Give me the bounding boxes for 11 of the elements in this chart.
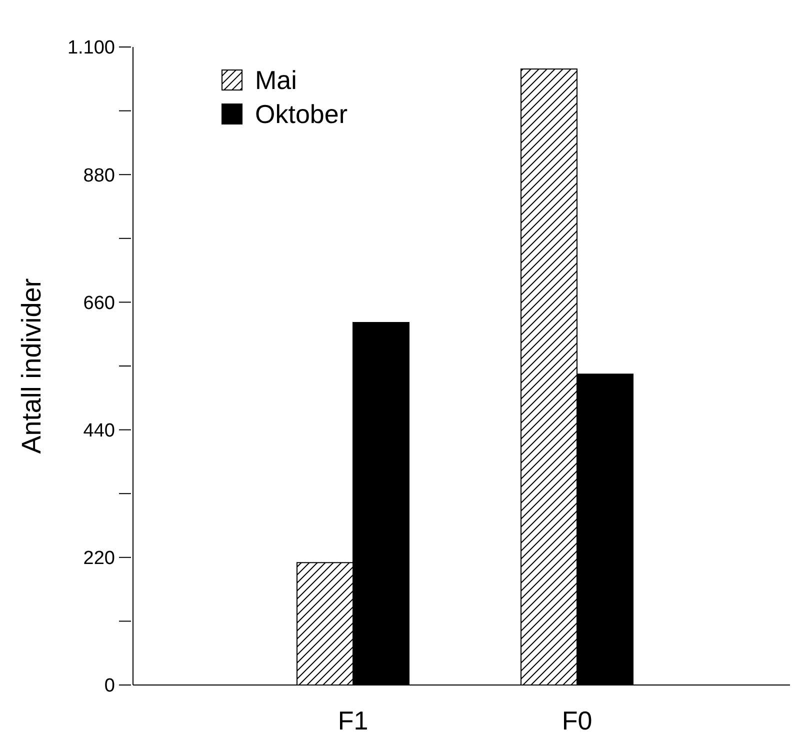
y-tick-label: 0	[104, 676, 115, 697]
y-tick-label: 440	[83, 420, 115, 442]
y-axis-title: Antall individer	[16, 278, 47, 454]
legend-label: Mai	[255, 64, 297, 96]
y-tick-label: 660	[83, 292, 115, 314]
x-tick-label: F0	[562, 705, 592, 736]
x-tick-label: F1	[338, 705, 368, 736]
y-tick-label: 1.100	[67, 38, 115, 59]
legend-label: Oktober	[255, 98, 348, 130]
y-tick-label: 220	[83, 548, 115, 570]
y-tick-label: 880	[83, 165, 115, 186]
